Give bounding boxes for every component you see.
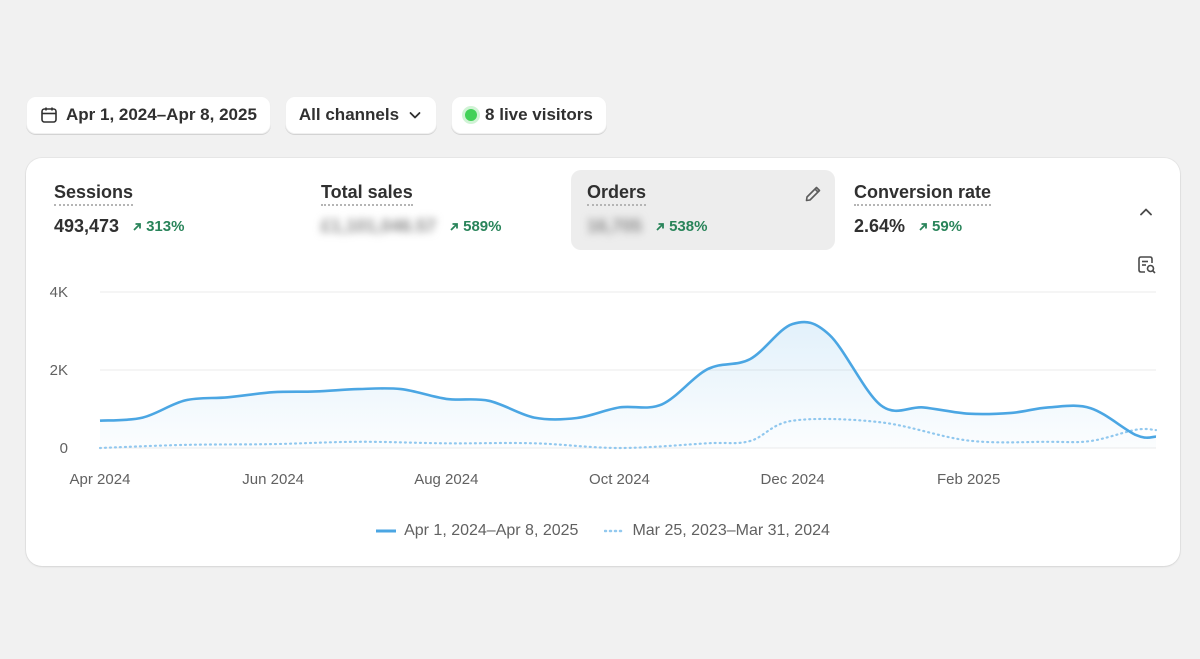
metric-total-sales[interactable]: Total sales £1,101,046.57 589%: [305, 170, 569, 250]
live-dot-icon: [465, 109, 478, 121]
metric-orders[interactable]: Orders 16,705 538%: [571, 170, 835, 250]
metric-change: 59%: [917, 218, 962, 235]
metric-change: 589%: [448, 218, 502, 235]
metric-conversion-rate[interactable]: Conversion rate 2.64% 59%: [838, 170, 1102, 250]
date-range-button[interactable]: Apr 1, 2024–Apr 8, 2025: [26, 96, 271, 134]
x-tick-label: Oct 2024: [589, 471, 650, 488]
series-line-current: [99, 320, 1157, 439]
channel-select[interactable]: All channels: [284, 96, 438, 134]
calendar-icon: [40, 106, 58, 124]
pencil-icon[interactable]: [803, 184, 823, 209]
metric-change-value: 589%: [463, 218, 502, 235]
chevron-up-icon[interactable]: [1136, 202, 1156, 227]
metric-change-value: 313%: [146, 218, 185, 235]
analytics-card: Sessions 493,473 313% Total sales £1,101…: [26, 158, 1180, 566]
legend-item-current[interactable]: Apr 1, 2024–Apr 8, 2025: [376, 522, 578, 540]
legend-label: Mar 25, 2023–Mar 31, 2024: [632, 522, 830, 539]
x-tick-label: Jun 2024: [242, 471, 304, 488]
metric-label: Sessions: [54, 182, 134, 206]
metric-label: Conversion rate: [854, 182, 992, 206]
y-tick-label: 4K: [50, 284, 68, 301]
filter-bar: Apr 1, 2024–Apr 8, 2025 All channels 8 l…: [26, 96, 607, 134]
chart-insight-icon[interactable]: [1136, 254, 1158, 281]
legend-swatch-dotted: [604, 529, 625, 533]
y-tick-label: 0: [60, 440, 68, 457]
channel-label: All channels: [298, 105, 400, 124]
x-tick-label: Apr 2024: [70, 471, 131, 488]
x-tick-label: Aug 2024: [414, 471, 478, 488]
metric-value: £1,101,046.57: [321, 216, 437, 236]
series-area-current: [100, 321, 1156, 448]
metric-change-value: 59%: [932, 218, 963, 235]
metric-label: Total sales: [321, 182, 413, 206]
metric-label: Orders: [587, 182, 647, 206]
legend-swatch-solid: [376, 529, 397, 533]
metric-value: 493,473: [54, 216, 120, 236]
metric-change-value: 538%: [669, 218, 708, 235]
x-tick-label: Dec 2024: [761, 471, 825, 488]
arrow-up-right-icon: [919, 222, 927, 231]
metric-change: 313%: [131, 218, 184, 235]
live-visitors-label: 8 live visitors: [485, 105, 593, 124]
metric-value: 16,705: [587, 216, 643, 236]
y-tick-label: 2K: [50, 362, 68, 379]
metric-sessions[interactable]: Sessions 493,473 313%: [38, 170, 302, 250]
chevron-down-icon: [407, 107, 423, 123]
arrow-up-right-icon: [656, 222, 664, 231]
date-range-label: Apr 1, 2024–Apr 8, 2025: [66, 105, 257, 124]
legend-item-comparison[interactable]: Mar 25, 2023–Mar 31, 2024: [604, 522, 830, 540]
arrow-up-right-icon: [450, 222, 459, 231]
metric-change: 538%: [654, 218, 707, 235]
arrow-up-right-icon: [133, 222, 141, 231]
chart-legend: Apr 1, 2024–Apr 8, 2025 Mar 25, 2023–Mar…: [26, 522, 1180, 540]
metric-value: 2.64%: [854, 216, 906, 236]
legend-label: Apr 1, 2024–Apr 8, 2025: [404, 522, 579, 539]
metrics-row: Sessions 493,473 313% Total sales £1,101…: [26, 158, 1180, 258]
x-tick-label: Feb 2025: [937, 471, 1000, 488]
live-visitors-button[interactable]: 8 live visitors: [451, 96, 607, 134]
